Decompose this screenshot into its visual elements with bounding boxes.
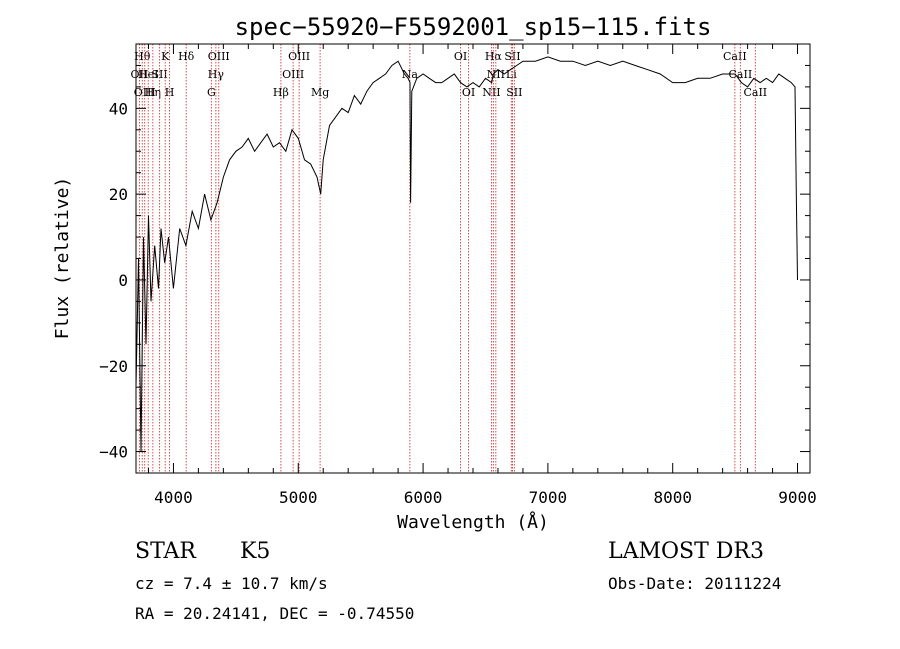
x-tick-label-0: 4000: [154, 488, 193, 507]
line-marker-label-23: SII: [504, 50, 520, 63]
x-tick-label-4: 8000: [653, 488, 692, 507]
x-tick-label-2: 6000: [404, 488, 443, 507]
line-marker-label-19: NII: [482, 86, 500, 99]
line-marker-label-12: Hβ: [273, 86, 289, 99]
x-tick-label-1: 5000: [279, 488, 318, 507]
line-marker-label-6: K: [161, 50, 170, 63]
object-subclass: K5: [240, 539, 271, 564]
line-marker-label-25: CaII: [723, 50, 747, 63]
line-marker-label-9: G: [207, 86, 216, 99]
line-marker-label-24: SII: [506, 86, 522, 99]
line-marker-label-16: Na: [402, 68, 419, 81]
y-tick-label-3: 20: [109, 185, 128, 204]
line-marker-label-2: OIII: [134, 86, 156, 99]
x-tick-label-3: 7000: [529, 488, 568, 507]
line-marker-label-5: SII: [151, 68, 167, 81]
y-axis-label: Flux (relative): [52, 177, 73, 340]
series-layer: [135, 56, 798, 452]
x-tick-label-5: 9000: [778, 488, 817, 507]
line-marker-label-14: OIII: [288, 50, 310, 63]
redshift-readout: cz = 7.4 ± 10.7 km/s: [135, 574, 328, 593]
line-marker-label-0: OII: [131, 68, 149, 81]
line-marker-label-13: OIII: [282, 68, 304, 81]
line-marker-label-26: CaII: [729, 68, 753, 81]
object-class: STAR: [135, 539, 196, 564]
series-line-0: [135, 56, 798, 452]
line-marker-label-1: Hθ: [134, 50, 151, 63]
line-marker-label-10: Hγ: [208, 68, 225, 81]
line-marker-label-21: NII: [487, 68, 505, 81]
line-marker-label-7: H: [165, 86, 175, 99]
line-marker-label-18: OI: [462, 86, 475, 99]
survey-release: LAMOST DR3: [608, 539, 764, 564]
line-marker-label-8: Hδ: [178, 50, 195, 63]
axes-layer: 4000 5000 6000 7000 8000 9000 −40 −20 0 20 40: [99, 44, 817, 507]
line-marker-label-22: Li: [506, 68, 517, 81]
plot-frame: [135, 43, 811, 474]
y-tick-label-2: 0: [118, 271, 128, 290]
chart-title: spec−55920−F5592001_sp15−115.fits: [235, 13, 712, 41]
line-marker-label-11: OIII: [208, 50, 230, 63]
line-marker-label-20: Hα: [485, 50, 503, 63]
line-marker-label-4: Hη: [145, 86, 161, 99]
y-tick-label-0: −40: [99, 443, 128, 462]
x-axis-label: Wavelength (Å): [397, 511, 549, 533]
line-markers-layer: OII Hθ OIII HeI Hη SII K H Hδ G Hγ OIII Hβ OIII OIII Mg…: [131, 44, 767, 473]
line-marker-label-27: CaII: [743, 86, 767, 99]
line-marker-label-3: HeI: [138, 68, 158, 81]
y-tick-label-1: −20: [99, 357, 128, 376]
observation-date: Obs-Date: 20111224: [608, 574, 782, 593]
y-tick-label-4: 40: [109, 99, 128, 118]
sky-coordinates: RA = 20.24141, DEC = -0.74550: [135, 604, 415, 623]
line-marker-label-17: OI: [454, 50, 467, 63]
line-marker-label-15: Mg: [311, 86, 329, 99]
